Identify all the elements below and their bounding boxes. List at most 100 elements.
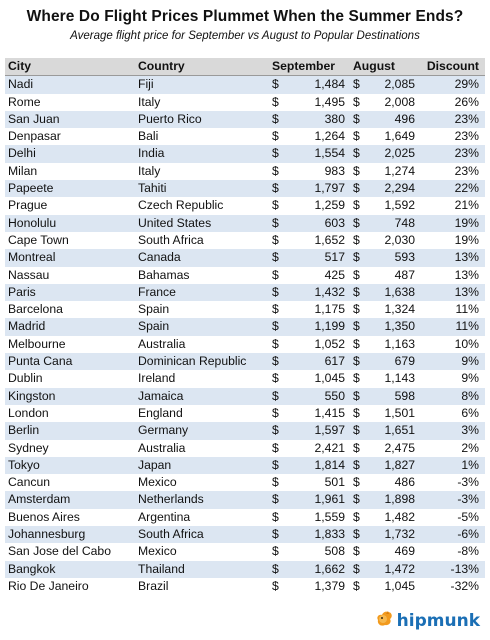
cell-september-currency: $ [272,181,279,196]
cell-september-currency: $ [272,336,279,351]
cell-september-currency: $ [272,509,279,524]
cell-city: Melbourne [8,336,66,351]
cell-august-price: 748 [394,215,415,230]
cell-august-currency: $ [353,111,360,126]
cell-country: Spain [138,319,170,334]
cell-august-currency: $ [353,544,360,559]
table-row: Bangkok Thailand $1,662 $1,472 -13% [5,560,485,578]
cell-city: Delhi [8,146,36,161]
table-row: Tokyo Japan $1,814 $1,827 1% [5,456,485,475]
cell-september-currency: $ [272,561,279,576]
cell-country: South Africa [138,232,204,247]
cell-city: San Juan [8,111,60,126]
cell-september-price: 1,961 [314,492,346,507]
cell-september-price: 603 [324,215,345,230]
cell-september-currency: $ [272,405,279,420]
cell-country: Ireland [138,371,176,386]
cell-discount: 13% [454,250,479,265]
cell-city: Rome [8,94,41,109]
cell-country: Netherlands [138,492,204,507]
cell-september-price: 1,554 [314,146,346,161]
cell-september-price: 1,415 [314,405,346,420]
cell-august-currency: $ [353,561,360,576]
cell-discount: 3% [461,423,479,438]
cell-september-price: 1,259 [314,198,346,213]
table-row: Berlin Germany $1,597 $1,651 3% [5,422,485,440]
cell-september-currency: $ [272,302,279,317]
cell-september-currency: $ [272,111,279,126]
cell-city: Amsterdam [8,492,71,507]
cell-august-currency: $ [353,163,360,178]
cell-august-price: 593 [394,250,415,265]
cell-discount: -3% [457,475,479,490]
table-row: Johannesburg South Africa $1,833 $1,732 -6% [5,526,485,544]
cell-city: London [8,405,49,420]
table-row: Kingston Jamaica $550 $598 8% [5,387,485,405]
cell-september-price: 1,814 [314,457,346,472]
cell-august-currency: $ [353,388,360,403]
cell-september-currency: $ [272,578,279,593]
cell-august-currency: $ [353,284,360,299]
cell-august-currency: $ [353,440,360,455]
cell-september-price: 1,045 [314,371,346,386]
column-header-country: Country [138,58,268,77]
table-row: Montreal Canada $517 $593 13% [5,249,485,267]
table-row: Denpasar Bali $1,264 $1,649 23% [5,128,485,146]
table-row: Honolulu United States $603 $748 19% [5,214,485,232]
cell-country: Spain [138,302,170,317]
table-row: Papeete Tahiti $1,797 $2,294 22% [5,180,485,198]
table-row: Amsterdam Netherlands $1,961 $1,898 -3% [5,491,485,509]
cell-august-currency: $ [353,336,360,351]
column-header-august: August [351,58,420,77]
table-row: Nassau Bahamas $425 $487 13% [5,266,485,284]
cell-discount: 23% [454,146,479,161]
cell-city: Montreal [8,250,56,265]
cell-country: Argentina [138,509,191,524]
cell-september-price: 1,379 [314,578,346,593]
cell-discount: 2% [461,440,479,455]
cell-september-currency: $ [272,94,279,109]
cell-september-currency: $ [272,284,279,299]
cell-august-currency: $ [353,354,360,369]
cell-august-price: 679 [394,354,415,369]
cell-august-currency: $ [353,232,360,247]
cell-country: Puerto Rico [138,111,202,126]
cell-august-currency: $ [353,94,360,109]
cell-august-currency: $ [353,423,360,438]
cell-discount: -13% [450,561,479,576]
cell-september-price: 508 [324,544,345,559]
chipmunk-logo-icon [374,609,394,634]
table-row: London England $1,415 $1,501 6% [5,404,485,423]
cell-september-price: 1,597 [314,423,346,438]
cell-country: Tahiti [138,181,167,196]
cell-city: Dublin [8,371,43,386]
cell-august-price: 598 [394,388,415,403]
cell-country: Fiji [138,77,154,92]
cell-august-price: 1,045 [384,578,416,593]
cell-august-currency: $ [353,215,360,230]
cell-city: San Jose del Cabo [8,544,111,559]
cell-city: Denpasar [8,129,61,144]
logo-text: hipmunk [396,611,480,631]
cell-discount: 29% [454,77,479,92]
cell-august-price: 487 [394,267,415,282]
cell-september-price: 2,421 [314,440,346,455]
cell-september-currency: $ [272,457,279,472]
table-row: Rome Italy $1,495 $2,008 26% [5,93,485,111]
cell-discount: 23% [454,129,479,144]
cell-country: Australia [138,336,186,351]
cell-september-currency: $ [272,527,279,542]
cell-discount: 19% [454,215,479,230]
cell-august-price: 1,638 [384,284,416,299]
cell-august-price: 1,163 [384,336,416,351]
table-row: Melbourne Australia $1,052 $1,163 10% [5,335,485,354]
cell-september-price: 501 [324,475,345,490]
chart-title: Where Do Flight Prices Plummet When the … [26,8,464,25]
cell-august-price: 1,732 [384,527,416,542]
cell-august-currency: $ [353,181,360,196]
cell-september-currency: $ [272,544,279,559]
cell-september-price: 425 [324,267,345,282]
cell-august-price: 1,274 [384,163,416,178]
cell-country: Mexico [138,475,177,490]
cell-country: Bahamas [138,267,190,282]
